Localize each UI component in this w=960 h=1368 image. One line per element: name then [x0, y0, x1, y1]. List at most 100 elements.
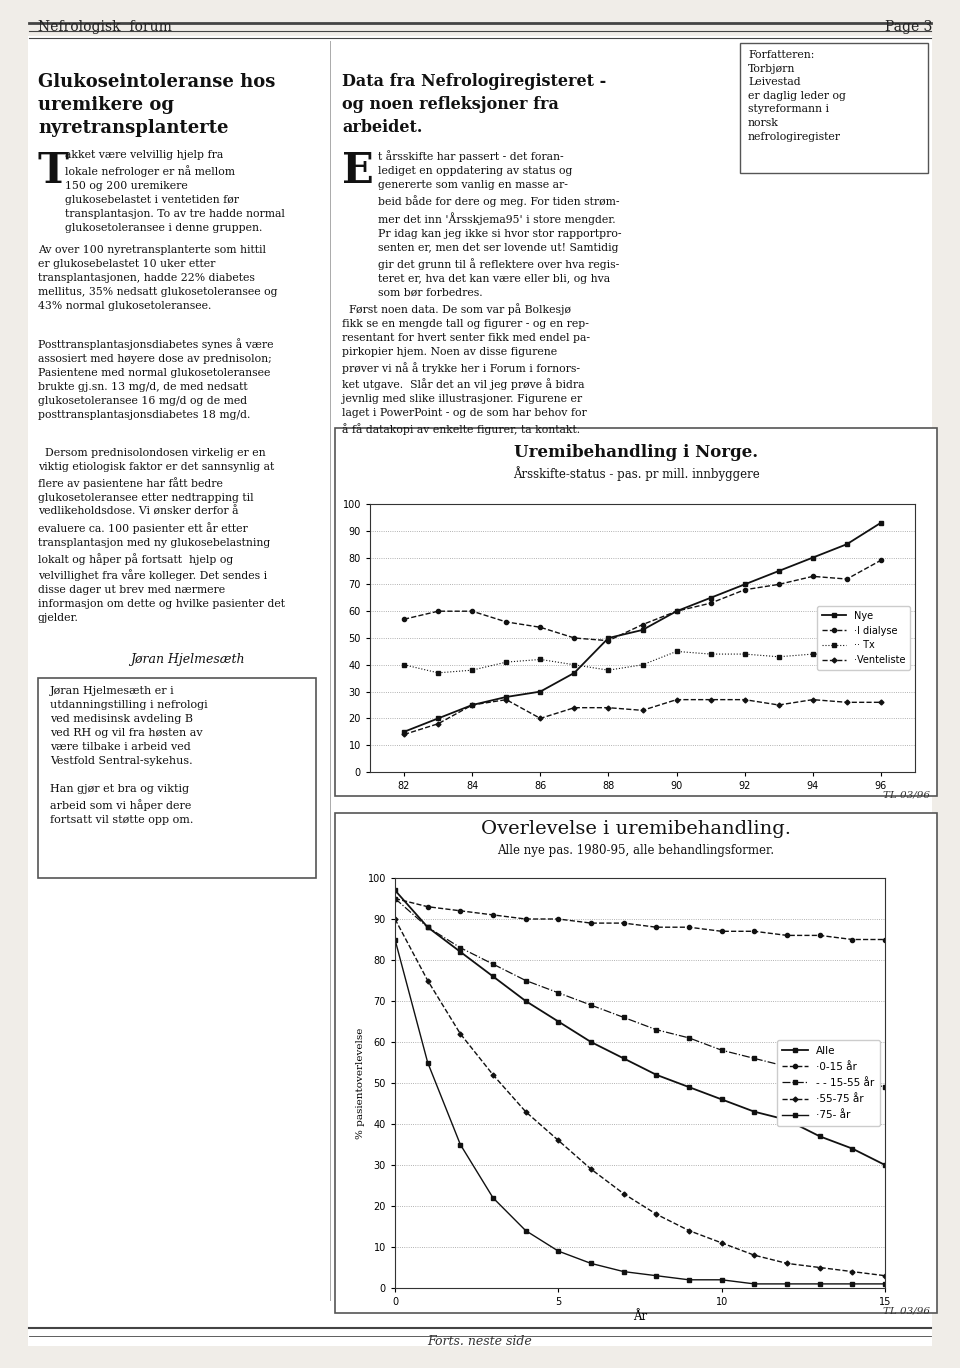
Text: Dersom prednisolondosen virkelig er en
viktig etiologisk faktor er det sannsynli: Dersom prednisolondosen virkelig er en v… — [38, 447, 285, 624]
Line: Alle: Alle — [393, 888, 887, 1167]
·55-75 år — [684, 1223, 695, 1239]
·Venteliste — [603, 699, 614, 715]
·0-15 år — [421, 899, 433, 915]
Line: ·· Tx: ·· Tx — [402, 650, 883, 674]
·55-75 år — [553, 1133, 564, 1149]
·Venteliste — [432, 715, 444, 732]
Alle — [389, 882, 400, 899]
·0-15 år — [488, 907, 499, 923]
Alle — [586, 1034, 597, 1051]
Legend: Nye, ·I dialyse, ·· Tx, ·Venteliste: Nye, ·I dialyse, ·· Tx, ·Venteliste — [817, 606, 910, 670]
·75- år — [553, 1244, 564, 1260]
·0-15 år — [389, 891, 400, 907]
·Venteliste — [739, 691, 751, 707]
·· Tx — [671, 643, 683, 659]
·55-75 år — [847, 1264, 858, 1280]
·Venteliste — [876, 694, 887, 710]
Text: Alle nye pas. 1980-95, alle behandlingsformer.: Alle nye pas. 1980-95, alle behandlingsf… — [497, 844, 775, 856]
- - 15-55 år — [586, 997, 597, 1014]
Nye — [467, 696, 478, 713]
- - 15-55 år — [879, 1079, 891, 1096]
Text: Posttransplantasjonsdiabetes synes å være
assosiert med høyere dose av prednisol: Posttransplantasjonsdiabetes synes å vær… — [38, 338, 274, 420]
Text: t årsskifte har passert - det foran-
lediget en oppdatering av status og
generer: t årsskifte har passert - det foran- led… — [378, 150, 621, 298]
Alle — [421, 919, 433, 936]
Alle — [749, 1104, 760, 1120]
·75- år — [814, 1276, 826, 1293]
·I dialyse — [535, 620, 546, 636]
Line: ·55-75 år: ·55-75 år — [394, 918, 887, 1278]
·75- år — [421, 1055, 433, 1071]
Nye — [603, 629, 614, 646]
·Venteliste — [773, 696, 784, 713]
·I dialyse — [841, 570, 852, 587]
·I dialyse — [671, 603, 683, 620]
·55-75 år — [749, 1248, 760, 1264]
·Venteliste — [398, 726, 410, 743]
·Venteliste — [467, 696, 478, 713]
·75- år — [847, 1276, 858, 1293]
·· Tx — [807, 646, 819, 662]
Alle — [520, 993, 532, 1010]
Line: ·Venteliste: ·Venteliste — [402, 698, 882, 736]
·I dialyse — [603, 632, 614, 648]
Text: T: T — [38, 150, 69, 192]
Bar — [335, 813, 937, 1313]
Nye — [841, 536, 852, 553]
·· Tx — [739, 646, 751, 662]
Text: Uremibehandling i Norge.: Uremibehandling i Norge. — [514, 445, 758, 461]
·75- år — [520, 1223, 532, 1239]
Line: Nye: Nye — [402, 521, 883, 733]
·0-15 år — [520, 911, 532, 928]
·0-15 år — [586, 915, 597, 932]
Text: Av over 100 nyretransplanterte som hittil
er glukosebelastet 10 uker etter
trans: Av over 100 nyretransplanterte som hitti… — [38, 245, 277, 311]
·I dialyse — [739, 581, 751, 598]
·55-75 år — [455, 1026, 467, 1042]
·55-75 år — [781, 1256, 793, 1272]
Nye — [398, 724, 410, 740]
Nye — [773, 562, 784, 579]
·I dialyse — [807, 568, 819, 584]
·I dialyse — [705, 595, 716, 611]
·55-75 år — [618, 1186, 630, 1202]
Line: ·0-15 år: ·0-15 år — [393, 896, 887, 941]
- - 15-55 år — [520, 973, 532, 989]
·I dialyse — [876, 553, 887, 569]
Nye — [568, 665, 580, 681]
·I dialyse — [398, 611, 410, 628]
- - 15-55 år — [553, 985, 564, 1001]
·· Tx — [773, 648, 784, 665]
Alle — [618, 1051, 630, 1067]
Nye — [636, 621, 648, 637]
Text: Forfatteren:
Torbjørn
Leivestad
er daglig leder og
styreformann i
norsk
nefrolog: Forfatteren: Torbjørn Leivestad er dagli… — [748, 51, 846, 142]
·55-75 år — [879, 1268, 891, 1285]
Text: Data fra Nefrologiregisteret -: Data fra Nefrologiregisteret - — [342, 73, 607, 90]
Text: arbeidet.: arbeidet. — [342, 119, 422, 135]
·Venteliste — [500, 691, 512, 707]
Nye — [739, 576, 751, 592]
Alle — [716, 1092, 728, 1108]
·Venteliste — [535, 710, 546, 726]
- - 15-55 år — [618, 1010, 630, 1026]
Alle — [684, 1079, 695, 1096]
·75- år — [879, 1276, 891, 1293]
Nye — [671, 603, 683, 620]
- - 15-55 år — [814, 1067, 826, 1083]
Nye — [705, 590, 716, 606]
·Venteliste — [841, 694, 852, 710]
·0-15 år — [749, 923, 760, 940]
·· Tx — [876, 648, 887, 665]
·0-15 år — [781, 928, 793, 944]
·0-15 år — [716, 923, 728, 940]
·75- år — [586, 1256, 597, 1272]
Alle — [847, 1141, 858, 1157]
Line: ·I dialyse: ·I dialyse — [402, 558, 883, 643]
·55-75 år — [586, 1161, 597, 1178]
- - 15-55 år — [651, 1022, 662, 1038]
·75- år — [488, 1190, 499, 1207]
Text: Nefrologisk  forum: Nefrologisk forum — [38, 21, 172, 34]
X-axis label: År: År — [633, 1309, 647, 1323]
·I dialyse — [500, 614, 512, 631]
Nye — [432, 710, 444, 726]
Text: E: E — [342, 150, 373, 192]
Text: akket være velvillig hjelp fra
lokale nefrologer er nå mellom
150 og 200 uremike: akket være velvillig hjelp fra lokale ne… — [65, 150, 285, 233]
